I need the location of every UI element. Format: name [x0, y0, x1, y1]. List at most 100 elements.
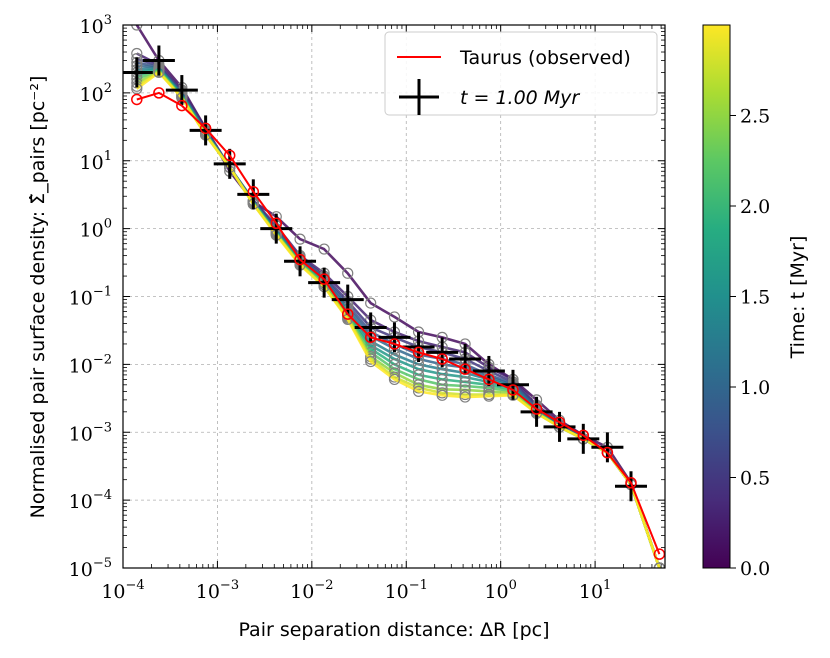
observed-point — [294, 253, 306, 266]
reference-point — [142, 45, 175, 76]
x-tick-label: 10−1 — [385, 578, 428, 603]
y-tick-label: 10−2 — [69, 352, 112, 377]
y-tick-exponent: 1 — [104, 149, 112, 164]
colorbar-tick-label: 0.5 — [740, 468, 770, 490]
colorbar-tick-label: 2.0 — [740, 196, 770, 218]
observed-point — [577, 429, 590, 442]
observed-point — [483, 373, 495, 386]
x-tick-label: 10−3 — [196, 578, 239, 603]
y-tick-exponent: −3 — [93, 420, 112, 435]
x-tick-exponent: −4 — [126, 578, 145, 593]
y-tick-label: 10−5 — [69, 556, 112, 581]
legend-swatch-reference — [399, 79, 439, 115]
legend-box — [384, 31, 658, 116]
reference-point — [567, 423, 600, 454]
y-tick-mantissa: 10 — [69, 355, 93, 377]
y-tick-exponent: −4 — [93, 488, 112, 503]
colorbar-tick-label: 1.5 — [740, 287, 770, 309]
x-tick-mantissa: 10 — [101, 581, 125, 603]
observed-line — [136, 91, 661, 555]
observed-point — [412, 346, 425, 359]
sim-point — [388, 373, 401, 386]
observed-point — [247, 185, 260, 198]
x-axis-label: Pair separation distance: ΔR [pc] — [238, 619, 549, 641]
sim-point — [436, 389, 448, 401]
y-tick-mantissa: 10 — [69, 559, 93, 581]
reference-point — [520, 396, 553, 427]
reference-point — [378, 322, 411, 353]
sim-point — [365, 353, 377, 365]
y-tick-label: 10−1 — [69, 285, 112, 310]
y-tick-label: 100 — [80, 217, 112, 242]
y-tick-mantissa: 10 — [80, 152, 104, 174]
x-tick-label: 10−2 — [290, 578, 333, 603]
x-tick-exponent: −2 — [314, 578, 333, 593]
y-tick-exponent: 0 — [104, 217, 112, 232]
y-tick-label: 103 — [80, 13, 112, 38]
colorbar-label: Time: t [Myr] — [787, 236, 809, 360]
observed-point — [436, 353, 448, 365]
sim-point — [388, 311, 401, 323]
colorbar-tick-label: 1.0 — [740, 377, 770, 399]
y-tick-mantissa: 10 — [69, 288, 93, 310]
reference-point — [426, 337, 459, 368]
observed-point — [507, 384, 519, 396]
observed-point — [388, 338, 401, 350]
y-tick-label: 102 — [80, 81, 112, 106]
y-tick-mantissa: 10 — [80, 16, 104, 38]
sim-point — [459, 391, 471, 403]
observed-point — [553, 416, 566, 429]
y-tick-exponent: −1 — [93, 285, 112, 300]
x-tick-exponent: −3 — [220, 578, 239, 593]
x-tick-mantissa: 10 — [385, 581, 409, 603]
reference-point — [213, 148, 246, 179]
y-tick-label: 101 — [80, 149, 112, 174]
observed-point — [625, 477, 637, 489]
observed-point — [530, 403, 543, 415]
sim-point — [459, 388, 471, 401]
x-tick-label: 101 — [579, 578, 611, 603]
x-tick-exponent: −1 — [409, 578, 428, 593]
y-tick-label: 10−4 — [69, 488, 112, 513]
observed-point — [199, 122, 212, 135]
x-tick-label: 100 — [484, 578, 516, 603]
observed-point — [318, 273, 330, 285]
observed-point — [341, 308, 354, 320]
observed-point — [153, 87, 165, 99]
reference-point — [189, 115, 222, 146]
x-tick-mantissa: 10 — [579, 581, 603, 603]
legend-label-observed: Taurus (observed) — [459, 47, 631, 69]
y-tick-mantissa: 10 — [69, 491, 93, 513]
axis-ticks — [122, 24, 665, 569]
reference-point — [237, 179, 270, 210]
sim-point — [294, 233, 306, 245]
grid — [122, 25, 665, 568]
sim-point — [365, 355, 377, 368]
observed-series — [131, 87, 665, 560]
colorbar-tick-label: 2.5 — [740, 106, 770, 128]
x-tick-exponent: 0 — [509, 578, 517, 593]
observed-point — [176, 99, 188, 112]
legend: Taurus (observed) t = 1.00 Myr — [384, 31, 658, 116]
y-tick-exponent: −2 — [93, 352, 112, 367]
y-tick-mantissa: 10 — [69, 423, 93, 445]
observed-point — [131, 93, 143, 106]
y-tick-exponent: 2 — [104, 81, 112, 96]
x-tick-exponent: 1 — [603, 578, 611, 593]
reference-point — [472, 355, 505, 386]
sim-point — [131, 25, 143, 31]
sim-series-line — [136, 71, 661, 568]
x-tick-mantissa: 10 — [290, 581, 314, 603]
x-tick-mantissa: 10 — [484, 581, 508, 603]
sim-point — [412, 385, 425, 397]
sim-point — [318, 243, 330, 255]
observed-point — [364, 331, 377, 344]
sim-point — [342, 267, 354, 279]
y-tick-exponent: 3 — [104, 13, 112, 28]
y-tick-mantissa: 10 — [80, 84, 104, 106]
observed-point — [459, 363, 471, 375]
sim-point — [483, 390, 495, 402]
colorbar-ticks: 0.0 0.5 1.0 1.5 2.0 2.5 — [730, 106, 770, 580]
observed-point — [223, 149, 236, 162]
